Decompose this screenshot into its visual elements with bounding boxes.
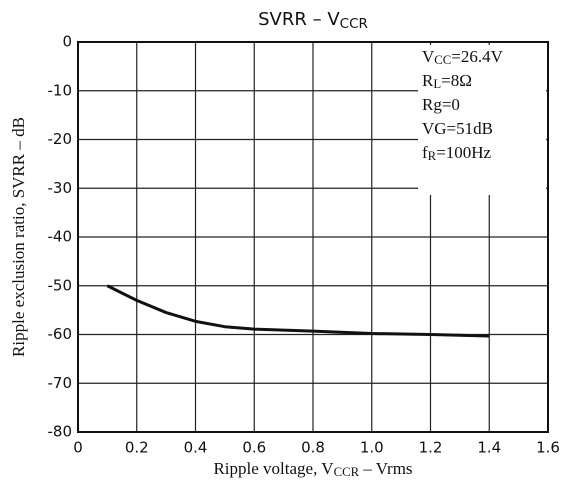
text-part: =8Ω: [441, 71, 472, 90]
x-tick-label: 1.0: [360, 439, 384, 457]
y-tick-label: -50: [48, 276, 73, 294]
y-tick-label: -10: [48, 81, 73, 99]
x-tick-label: 1.2: [419, 439, 443, 457]
text-part: CCR: [334, 465, 360, 479]
text-part: Rg=0: [422, 95, 460, 114]
y-tick-label: -20: [48, 130, 73, 148]
annotation: Rg=0: [422, 95, 460, 114]
y-tick-label: -60: [48, 325, 73, 343]
y-tick-label: 0: [62, 33, 72, 51]
annotation: RL=8Ω: [422, 71, 472, 91]
annotation-box: [418, 45, 546, 195]
chart-title: SVRR – VCCR: [258, 9, 368, 32]
annotation: VG=51dB: [422, 119, 493, 138]
text-part: R: [422, 71, 434, 90]
text-part: VG=51dB: [422, 119, 493, 138]
data-line: [106, 284, 490, 338]
y-tick-label: -70: [48, 374, 73, 392]
x-tick-label: 0.6: [242, 439, 266, 457]
text-part: =100Hz: [436, 143, 491, 162]
x-tick-label: 1.6: [536, 439, 560, 457]
text-part: f: [422, 143, 428, 162]
y-tick-label: -80: [48, 423, 73, 441]
text-part: CC: [434, 53, 451, 67]
text-part: =26.4V: [451, 47, 503, 66]
y-axis-label: Ripple exclusion ratio, SVRR – dB: [9, 117, 28, 357]
plot-frame: [77, 41, 549, 433]
x-tick-label: 0.2: [125, 439, 149, 457]
x-tick-label: 1.4: [477, 439, 501, 457]
text-part: V: [422, 47, 435, 66]
text-part: Ripple voltage, V: [213, 459, 334, 478]
annotation: VCC=26.4V: [422, 47, 504, 67]
text-part: – Vrms: [359, 459, 412, 478]
y-tick-label: -30: [48, 179, 73, 197]
y-tick-label: -40: [48, 228, 73, 246]
x-tick-label: 0: [73, 439, 83, 457]
text-part: CCR: [340, 16, 368, 32]
x-tick-label: 0.4: [184, 439, 208, 457]
text-part: SVRR – V: [258, 9, 340, 30]
text-part: R: [428, 149, 437, 163]
text-part: L: [433, 77, 441, 91]
x-tick-label: 0.8: [301, 439, 325, 457]
annotation: fR=100Hz: [422, 143, 492, 163]
x-axis-label: Ripple voltage, VCCR – Vrms: [213, 459, 412, 479]
